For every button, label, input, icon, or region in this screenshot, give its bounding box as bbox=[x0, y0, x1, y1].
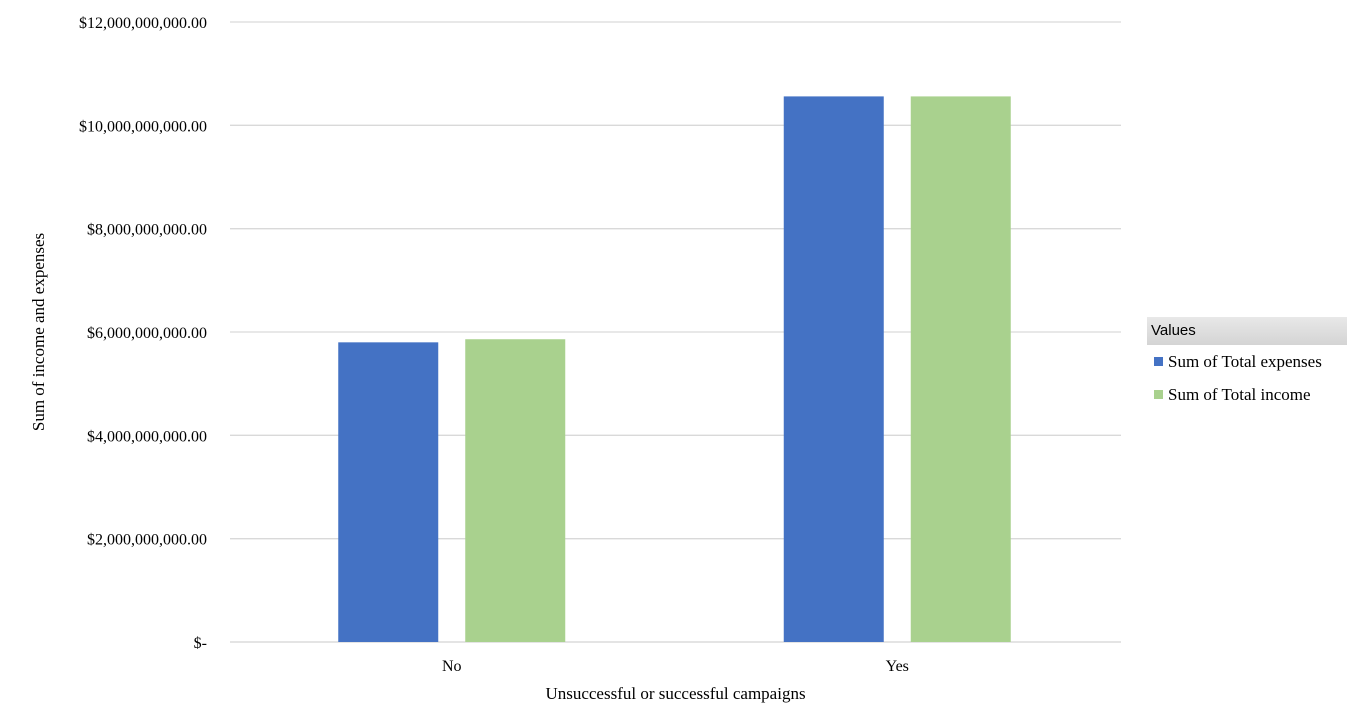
bar-no-series-0 bbox=[338, 342, 439, 642]
bar-yes-series-0 bbox=[783, 96, 884, 642]
y-tick-label-1: $2,000,000,000.00 bbox=[87, 532, 207, 549]
bar-no-series-1 bbox=[465, 339, 566, 642]
x-axis-title: Unsuccessful or successful campaigns bbox=[545, 684, 805, 703]
bar-yes-series-1 bbox=[910, 96, 1011, 642]
legend-label-expenses: Sum of Total expenses bbox=[1168, 351, 1322, 371]
y-tick-label-0: $- bbox=[194, 635, 207, 652]
bars bbox=[338, 96, 1011, 642]
y-tick-label-2: $4,000,000,000.00 bbox=[87, 428, 207, 445]
x-axis-tick-labels: No Yes bbox=[442, 658, 909, 675]
legend-label-income: Sum of Total income bbox=[1168, 384, 1311, 404]
x-tick-label-no: No bbox=[442, 658, 462, 675]
legend-item-expenses: Sum of Total expenses bbox=[1147, 345, 1347, 378]
legend-swatch-expenses bbox=[1154, 357, 1163, 366]
y-axis-title: Sum of income and expenses bbox=[29, 233, 48, 431]
y-axis-tick-labels: $- $2,000,000,000.00 $4,000,000,000.00 $6,0… bbox=[79, 15, 207, 652]
x-tick-label-yes: Yes bbox=[886, 658, 909, 675]
y-tick-label-3: $6,000,000,000.00 bbox=[87, 325, 207, 342]
legend-item-income: Sum of Total income bbox=[1147, 378, 1347, 411]
legend-title: Values bbox=[1147, 317, 1347, 345]
legend: Values Sum of Total expenses Sum of Tota… bbox=[1147, 317, 1347, 411]
y-tick-label-6: $12,000,000,000.00 bbox=[79, 15, 207, 32]
y-tick-label-5: $10,000,000,000.00 bbox=[79, 118, 207, 135]
y-tick-label-4: $8,000,000,000.00 bbox=[87, 222, 207, 239]
legend-swatch-income bbox=[1154, 390, 1163, 399]
